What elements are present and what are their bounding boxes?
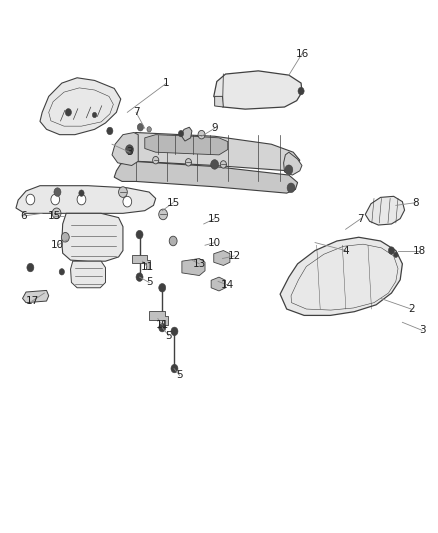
Text: 6: 6 <box>20 211 27 221</box>
Text: 5: 5 <box>146 278 152 287</box>
Circle shape <box>171 365 178 373</box>
Text: 12: 12 <box>228 251 241 261</box>
Circle shape <box>51 194 60 205</box>
Circle shape <box>65 109 71 116</box>
Circle shape <box>54 188 61 196</box>
Circle shape <box>107 127 113 135</box>
Text: 1: 1 <box>163 78 170 88</box>
Polygon shape <box>180 127 192 141</box>
Text: 7: 7 <box>133 107 139 117</box>
Polygon shape <box>132 255 150 269</box>
Text: 5: 5 <box>166 330 172 341</box>
Polygon shape <box>365 196 405 225</box>
Circle shape <box>27 263 34 272</box>
Text: 3: 3 <box>126 147 133 157</box>
Circle shape <box>171 327 178 336</box>
Text: 14: 14 <box>221 280 234 290</box>
Text: 10: 10 <box>51 240 64 250</box>
Circle shape <box>298 87 304 95</box>
Circle shape <box>92 112 97 118</box>
Text: 5: 5 <box>177 370 183 381</box>
Circle shape <box>287 183 295 192</box>
Polygon shape <box>16 185 155 213</box>
Circle shape <box>159 324 166 332</box>
Circle shape <box>59 269 64 275</box>
Polygon shape <box>214 251 230 265</box>
Polygon shape <box>112 133 138 165</box>
Text: 8: 8 <box>412 198 419 208</box>
Circle shape <box>389 247 395 254</box>
Text: 16: 16 <box>295 49 309 59</box>
Polygon shape <box>40 78 121 135</box>
Text: 13: 13 <box>193 259 206 269</box>
Circle shape <box>136 230 143 239</box>
Polygon shape <box>280 237 403 316</box>
Circle shape <box>159 284 166 292</box>
Polygon shape <box>71 261 106 288</box>
Text: 7: 7 <box>357 214 364 224</box>
Polygon shape <box>214 71 302 109</box>
Circle shape <box>123 196 132 207</box>
Circle shape <box>152 157 159 164</box>
Circle shape <box>52 208 61 219</box>
Circle shape <box>119 187 127 197</box>
Polygon shape <box>211 277 226 291</box>
Text: 10: 10 <box>208 238 221 247</box>
Text: 4: 4 <box>343 246 349 255</box>
Circle shape <box>185 159 191 166</box>
Polygon shape <box>284 152 302 175</box>
Polygon shape <box>114 161 297 193</box>
Text: 9: 9 <box>211 123 218 133</box>
Text: 3: 3 <box>419 325 425 335</box>
Circle shape <box>285 165 293 174</box>
Text: 15: 15 <box>166 198 180 208</box>
Circle shape <box>77 194 86 205</box>
Circle shape <box>138 124 144 131</box>
Circle shape <box>211 160 219 169</box>
Circle shape <box>136 273 143 281</box>
Circle shape <box>394 252 398 257</box>
Polygon shape <box>62 213 123 261</box>
Circle shape <box>79 190 84 196</box>
Text: 11: 11 <box>155 320 169 330</box>
Circle shape <box>61 232 69 242</box>
Polygon shape <box>22 290 49 303</box>
Text: 17: 17 <box>25 296 39 306</box>
Text: 2: 2 <box>408 304 414 314</box>
Text: 15: 15 <box>47 211 60 221</box>
Circle shape <box>159 209 167 220</box>
Text: 11: 11 <box>140 262 154 271</box>
Polygon shape <box>114 133 300 171</box>
Text: 15: 15 <box>208 214 221 224</box>
Circle shape <box>26 194 35 205</box>
Text: 18: 18 <box>413 246 427 255</box>
Polygon shape <box>182 259 205 276</box>
Circle shape <box>178 131 184 137</box>
Circle shape <box>169 236 177 246</box>
Circle shape <box>147 127 151 132</box>
Circle shape <box>126 145 134 155</box>
Polygon shape <box>149 311 168 325</box>
Polygon shape <box>215 96 223 107</box>
Polygon shape <box>145 135 228 155</box>
Circle shape <box>198 131 205 139</box>
Circle shape <box>220 161 226 168</box>
